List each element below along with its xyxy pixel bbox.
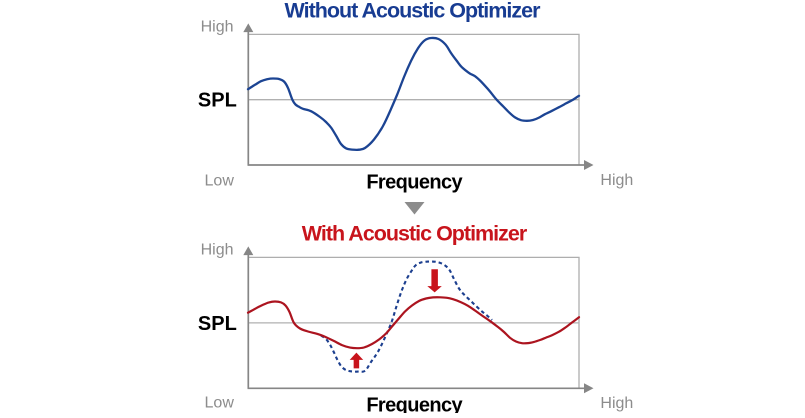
svg-text:High: High (201, 19, 234, 36)
svg-text:Low: Low (205, 172, 235, 189)
svg-text:Low: Low (205, 395, 235, 412)
svg-text:Frequency: Frequency (366, 395, 463, 414)
svg-text:High: High (201, 242, 234, 259)
svg-text:SPL: SPL (198, 90, 237, 112)
svg-text:With Acoustic Optimizer: With Acoustic Optimizer (302, 222, 528, 246)
svg-text:High: High (600, 172, 633, 189)
svg-text:Without Acoustic Optimizer: Without Acoustic Optimizer (285, 0, 542, 23)
svg-text:SPL: SPL (198, 313, 237, 335)
svg-text:Frequency: Frequency (366, 171, 463, 193)
svg-text:High: High (600, 395, 633, 412)
